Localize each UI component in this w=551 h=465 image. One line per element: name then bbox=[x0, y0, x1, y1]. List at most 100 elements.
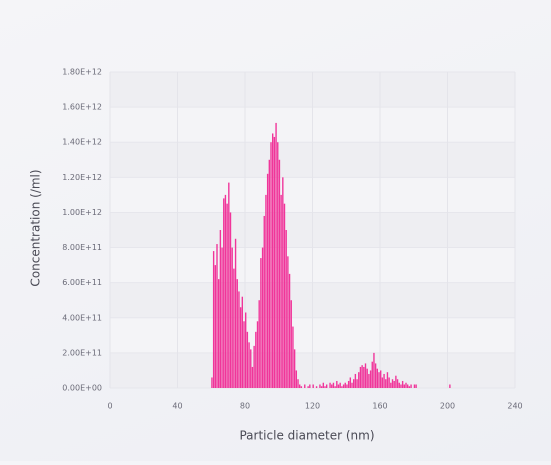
bar bbox=[410, 384, 412, 388]
y-tick-label: 1.00E+12 bbox=[62, 208, 102, 217]
bar bbox=[285, 230, 287, 388]
bar bbox=[309, 384, 311, 388]
bar bbox=[361, 365, 363, 388]
x-tick-label: 120 bbox=[305, 402, 320, 411]
bar bbox=[366, 368, 368, 388]
bar bbox=[388, 377, 390, 388]
bar bbox=[266, 173, 269, 388]
bar bbox=[272, 133, 274, 388]
bar bbox=[251, 366, 254, 388]
bar bbox=[297, 379, 299, 388]
bar bbox=[390, 382, 392, 388]
bar bbox=[369, 370, 372, 388]
x-tick-label: 0 bbox=[107, 402, 112, 411]
bar bbox=[400, 384, 402, 388]
y-tick-label: 1.20E+12 bbox=[62, 173, 102, 182]
bar bbox=[408, 386, 411, 388]
bar bbox=[393, 380, 395, 388]
bar bbox=[277, 142, 279, 388]
y-tick-label: 8.00E+11 bbox=[62, 243, 102, 252]
bar bbox=[391, 379, 394, 388]
bar bbox=[449, 384, 451, 388]
bar bbox=[223, 198, 225, 388]
bar bbox=[236, 279, 238, 388]
y-tick-label: 2.00E+11 bbox=[62, 348, 102, 357]
bar bbox=[374, 363, 377, 388]
x-tick-label: 240 bbox=[507, 402, 522, 411]
bar bbox=[268, 159, 271, 388]
bar bbox=[299, 384, 301, 388]
bar bbox=[405, 382, 407, 388]
bar bbox=[344, 382, 346, 388]
bar bbox=[282, 177, 284, 388]
bar bbox=[211, 377, 213, 388]
bar bbox=[228, 182, 230, 388]
bar bbox=[380, 370, 382, 388]
bar bbox=[324, 386, 326, 388]
bar bbox=[226, 203, 228, 388]
x-tick-label: 40 bbox=[172, 402, 182, 411]
bar bbox=[283, 203, 286, 388]
bar bbox=[322, 382, 325, 388]
bar bbox=[214, 265, 217, 388]
x-axis-title: Particle diameter (nm) bbox=[239, 429, 374, 443]
bar bbox=[368, 373, 370, 388]
bar bbox=[415, 384, 417, 388]
bar bbox=[385, 379, 387, 388]
bar bbox=[290, 300, 292, 388]
bar bbox=[229, 212, 232, 388]
bar bbox=[339, 382, 341, 388]
bar bbox=[258, 300, 260, 388]
bar bbox=[239, 307, 242, 388]
bar bbox=[401, 380, 404, 388]
bar bbox=[378, 372, 380, 388]
bar bbox=[334, 386, 336, 388]
bar bbox=[218, 279, 220, 388]
bar bbox=[307, 386, 309, 388]
bar bbox=[354, 373, 357, 388]
bar bbox=[212, 251, 215, 388]
bar bbox=[347, 380, 350, 388]
bar bbox=[353, 379, 355, 388]
x-tick-label: 80 bbox=[240, 402, 250, 411]
bar bbox=[359, 366, 362, 388]
bar bbox=[261, 247, 264, 388]
bar bbox=[351, 382, 353, 388]
bar bbox=[265, 194, 267, 388]
bar bbox=[413, 384, 416, 388]
x-tick-label: 200 bbox=[440, 402, 455, 411]
bar bbox=[356, 379, 358, 388]
bar bbox=[287, 256, 289, 388]
y-tick-label: 0.00E+00 bbox=[62, 384, 102, 393]
x-tick-label: 160 bbox=[372, 402, 387, 411]
bar bbox=[292, 326, 294, 388]
bar bbox=[341, 386, 343, 388]
bar bbox=[224, 194, 227, 388]
bar bbox=[275, 122, 277, 389]
bar bbox=[363, 366, 365, 388]
bar bbox=[260, 258, 262, 388]
bar bbox=[248, 342, 250, 388]
bar bbox=[326, 384, 328, 388]
bar bbox=[221, 247, 223, 388]
bar bbox=[300, 386, 303, 388]
bar bbox=[320, 386, 323, 388]
bar bbox=[337, 384, 340, 388]
y-tick-label: 1.60E+12 bbox=[62, 103, 102, 112]
bar bbox=[304, 384, 306, 388]
bar bbox=[295, 370, 298, 388]
bar bbox=[270, 142, 272, 388]
bar bbox=[255, 331, 257, 388]
bar bbox=[238, 291, 240, 388]
bar bbox=[233, 268, 235, 388]
bar bbox=[273, 136, 276, 388]
bar bbox=[381, 377, 384, 388]
y-tick-label: 1.80E+12 bbox=[62, 68, 102, 77]
bar bbox=[315, 386, 318, 388]
bar bbox=[395, 375, 397, 388]
bar bbox=[376, 368, 379, 388]
bar bbox=[288, 273, 291, 388]
bar bbox=[250, 349, 252, 388]
